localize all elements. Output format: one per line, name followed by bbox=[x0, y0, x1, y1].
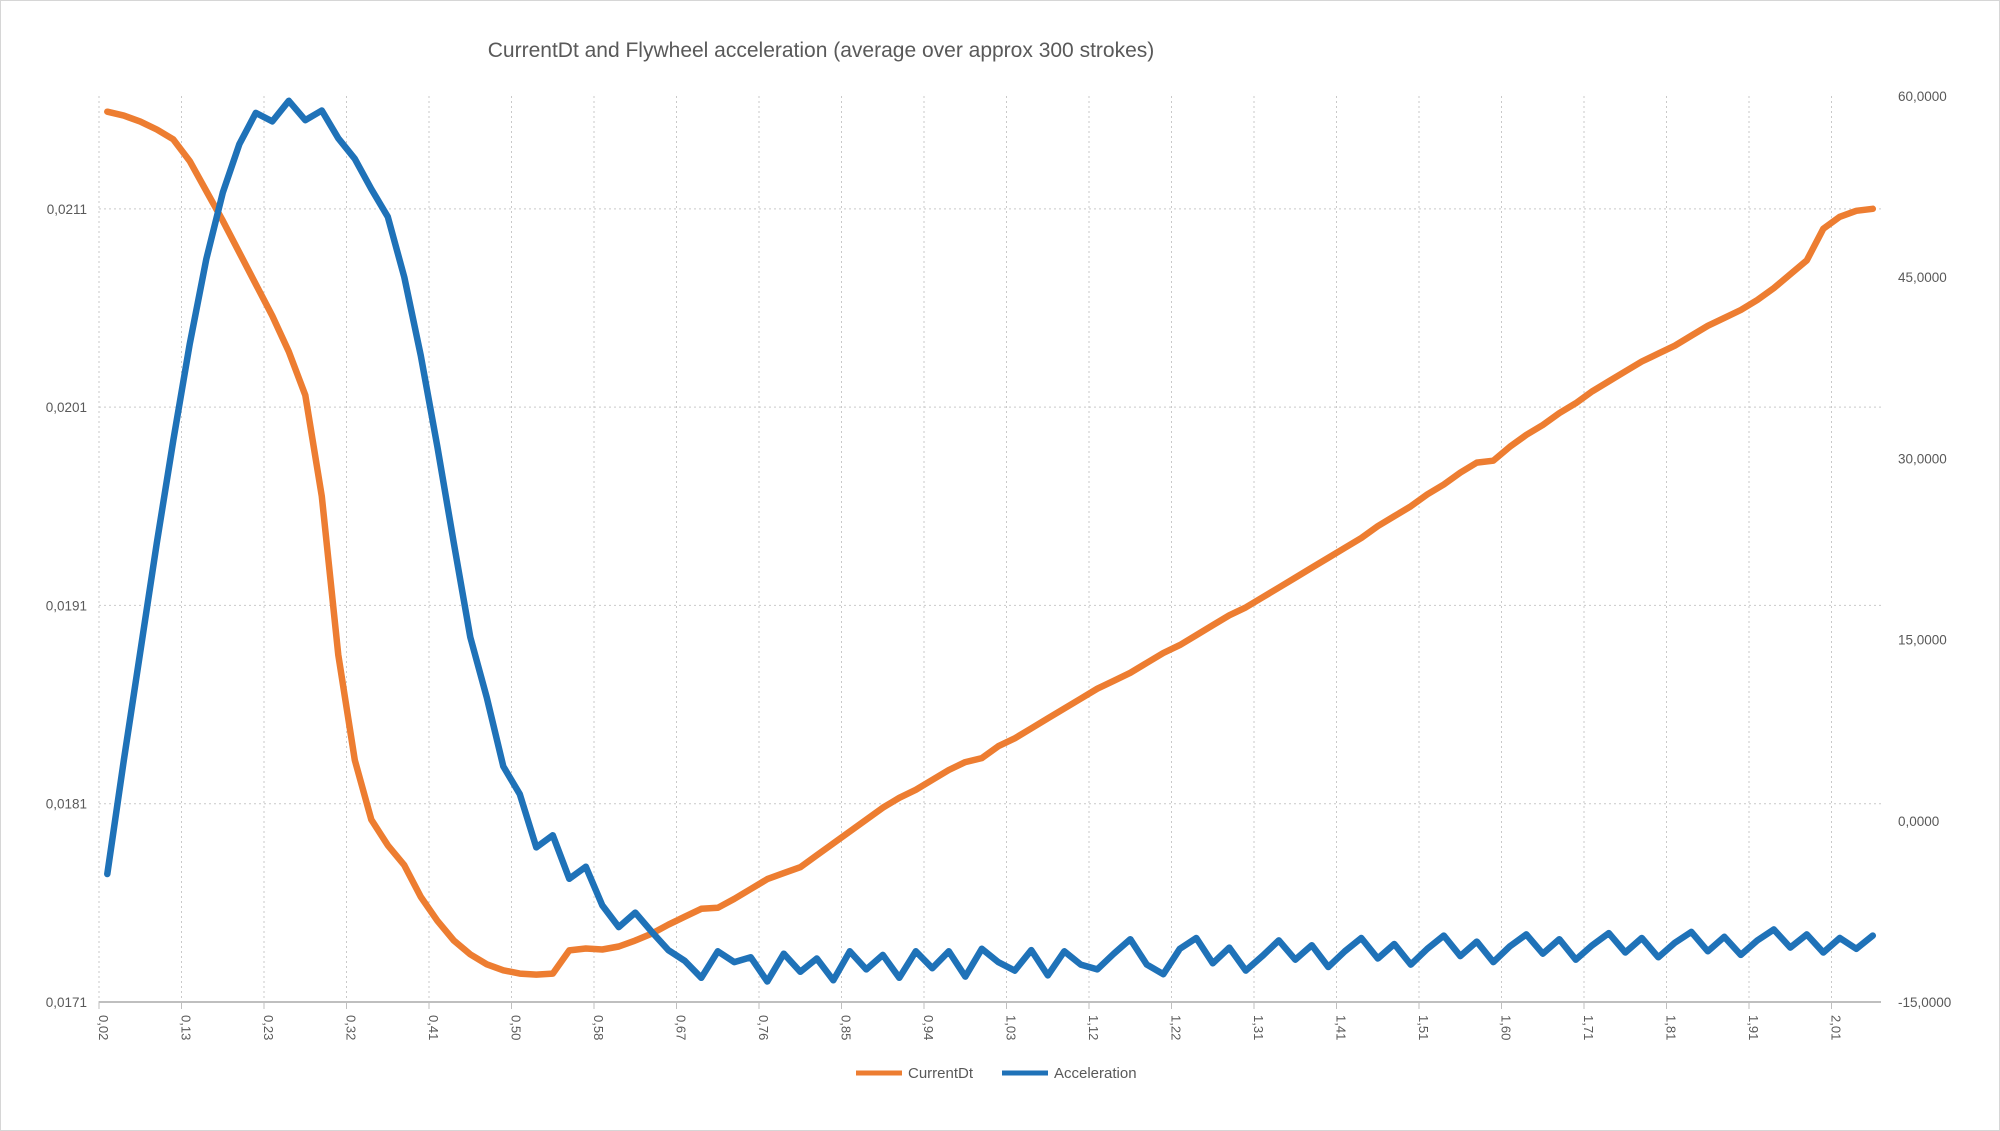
left-axis-tick-label: 0,0211 bbox=[47, 202, 87, 217]
right-axis-tick-label: 15,0000 bbox=[1898, 633, 1947, 648]
x-axis-tick-label: 1,41 bbox=[1334, 1015, 1349, 1040]
legend-label-currentdt: CurrentDt bbox=[908, 1065, 974, 1082]
x-axis-tick-label: 0,23 bbox=[261, 1015, 276, 1040]
x-axis-tick-label: 0,85 bbox=[839, 1015, 854, 1040]
chart-title: CurrentDt and Flywheel acceleration (ave… bbox=[488, 39, 1155, 62]
x-axis-tick-label: 0,50 bbox=[509, 1015, 524, 1040]
x-axis-tick-label: 0,58 bbox=[591, 1015, 606, 1040]
legend-label-acceleration: Acceleration bbox=[1054, 1065, 1137, 1082]
x-axis-tick-label: 0,94 bbox=[921, 1015, 936, 1040]
legend: CurrentDt Acceleration bbox=[856, 1065, 1137, 1082]
x-axis-tick-label: 1,03 bbox=[1004, 1015, 1019, 1040]
x-axis-tick-label: 1,71 bbox=[1581, 1015, 1596, 1040]
x-axis-tick-label: 2,01 bbox=[1829, 1015, 1844, 1040]
x-axis-tick-label: 1,22 bbox=[1169, 1015, 1184, 1040]
left-axis-tick-label: 0,0181 bbox=[46, 797, 87, 812]
series-line-acceleration bbox=[104, 97, 1877, 985]
x-axis-tick-label: 0,41 bbox=[426, 1015, 441, 1040]
x-axis-tick-label: 1,12 bbox=[1086, 1015, 1101, 1040]
x-axis-tick-label: 0,32 bbox=[344, 1015, 359, 1040]
x-axis-tick-label: 1,91 bbox=[1746, 1015, 1761, 1040]
x-axis-tick-label: 1,60 bbox=[1499, 1015, 1514, 1040]
x-axis-tick-label: 1,51 bbox=[1416, 1015, 1431, 1040]
left-axis-tick-label: 0,0191 bbox=[46, 598, 87, 613]
plot-area: 0,0171 0,0181 0,0191 0,0201 0,0211 -15,0000 0,… bbox=[46, 89, 1952, 1040]
x-axis-tick-label: 1,81 bbox=[1664, 1015, 1679, 1040]
left-axis-tick-label: 0,0201 bbox=[46, 400, 87, 415]
x-axis-tick-label: 0,67 bbox=[674, 1015, 689, 1040]
x-axis-tick-label: 0,76 bbox=[756, 1015, 771, 1040]
legend-item-acceleration: Acceleration bbox=[1002, 1065, 1137, 1082]
series-line-currentdt bbox=[104, 108, 1877, 978]
x-axis-tick-label: 0,13 bbox=[179, 1015, 194, 1040]
x-axis-tick-label: 0,02 bbox=[96, 1015, 111, 1040]
right-axis-tick-label: 30,0000 bbox=[1898, 451, 1947, 466]
right-axis-tick-label: 45,0000 bbox=[1898, 270, 1947, 285]
right-axis-tick-label: -15,0000 bbox=[1898, 995, 1951, 1010]
left-axis-tick-label: 0,0171 bbox=[46, 995, 87, 1010]
legend-item-currentdt: CurrentDt bbox=[856, 1065, 974, 1082]
right-axis-tick-label: 60,0000 bbox=[1898, 89, 1947, 104]
right-axis-tick-label: 0,0000 bbox=[1898, 814, 1939, 829]
x-axis-tick-label: 1,31 bbox=[1251, 1015, 1266, 1040]
